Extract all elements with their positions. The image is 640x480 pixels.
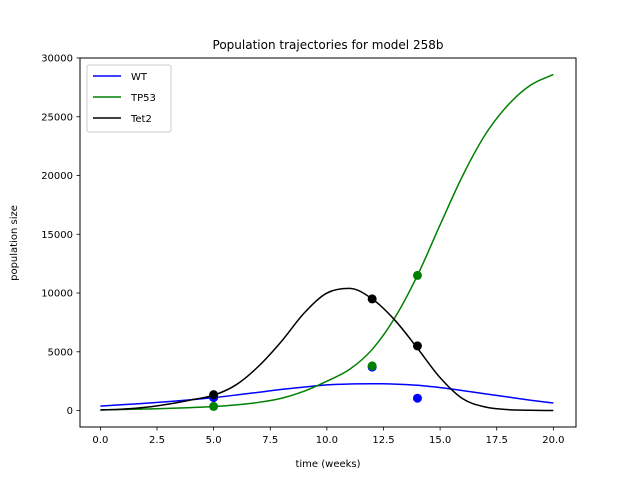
- x-tick-label: 12.5: [372, 435, 394, 446]
- data-point-tet2: [367, 294, 377, 304]
- legend-item-tet2: Tet2: [93, 114, 152, 125]
- series-layer: [100, 73, 554, 412]
- y-tick-label: 5000: [48, 347, 73, 358]
- x-tick-label: 2.5: [149, 435, 165, 446]
- x-tick-label: 5.0: [206, 435, 222, 446]
- legend-box: [86, 64, 172, 133]
- series-line-tet2: [100, 287, 554, 412]
- x-tick-label: 10.0: [316, 435, 338, 446]
- legend-item-wt: WT: [93, 72, 148, 83]
- plot-frame: [79, 57, 577, 428]
- x-tick-label: 15.0: [429, 435, 451, 446]
- y-axis: 0 5000 10000 15000 20000 25000 30000: [41, 54, 80, 417]
- x-axis-label: time (weeks): [295, 459, 360, 470]
- series-tet2: [100, 287, 554, 412]
- x-tick-label: 0.0: [92, 435, 108, 446]
- legend-label: TP53: [130, 93, 156, 104]
- data-point-tet2: [412, 341, 422, 351]
- data-point-tp53: [367, 361, 377, 371]
- series-wt: [100, 382, 554, 407]
- data-point-tet2: [209, 390, 219, 400]
- series-points-tet2: [209, 294, 422, 400]
- y-tick-label: 30000: [41, 54, 73, 65]
- axes-layer: [79, 57, 577, 428]
- series-line-tp53: [100, 73, 554, 411]
- y-tick-label: 20000: [41, 171, 73, 182]
- y-tick-label: 10000: [41, 289, 73, 300]
- y-tick-label: 0: [67, 406, 73, 417]
- legend-label: Tet2: [130, 114, 152, 125]
- data-point-tp53: [412, 270, 422, 280]
- series-points-tp53: [209, 270, 422, 411]
- legend-item-tp53: TP53: [93, 93, 156, 104]
- x-axis: 0.0 2.5 5.0 7.5 10.0 12.5 15.0 17.5 20.0: [92, 427, 564, 446]
- x-tick-label: 17.5: [486, 435, 508, 446]
- y-axis-label: population size: [9, 205, 20, 281]
- chart-title: Population trajectories for model 258b: [213, 38, 444, 52]
- legend-label: WT: [131, 72, 148, 83]
- x-tick-label: 7.5: [262, 435, 278, 446]
- data-point-wt: [412, 393, 422, 403]
- y-tick-label: 15000: [41, 230, 73, 241]
- data-point-tp53: [209, 401, 219, 411]
- legend: WT TP53 Tet2: [86, 64, 172, 133]
- series-tp53: [100, 73, 554, 411]
- x-tick-label: 20.0: [542, 435, 564, 446]
- series-line-wt: [100, 382, 554, 407]
- y-tick-label: 25000: [41, 112, 73, 123]
